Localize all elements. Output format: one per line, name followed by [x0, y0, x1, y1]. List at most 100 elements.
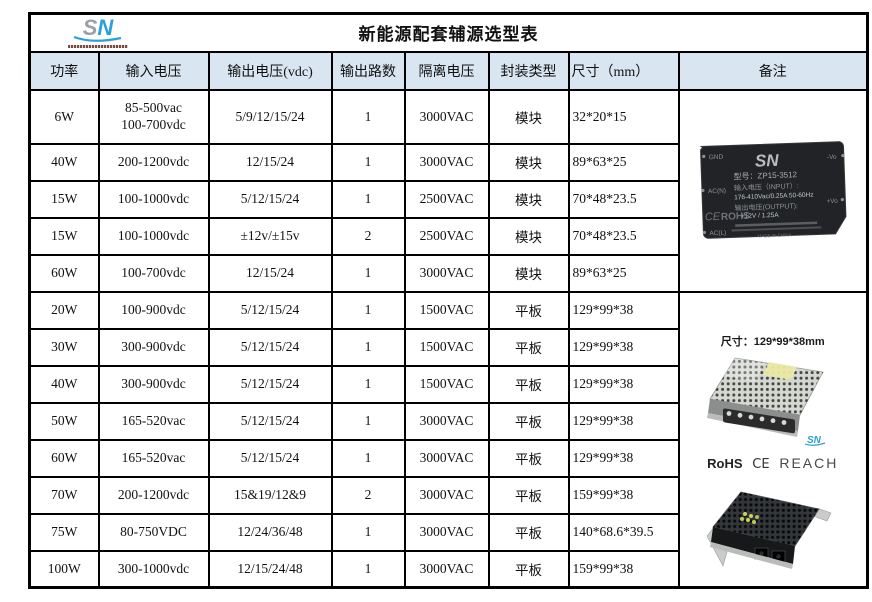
cell-input-voltage: 100-700vdc — [97, 253, 210, 293]
cell-output-voltage: 5/12/15/24 — [207, 438, 333, 478]
cell-input-voltage: 165-520vac — [97, 438, 210, 478]
cell-output-voltage: 12/15/24/48 — [207, 549, 333, 589]
cell-isolation-voltage: 1500VAC — [403, 327, 490, 367]
cell-power: 60W — [28, 253, 100, 293]
table-row: 6W 85-500vac 100-700vdc 5/9/12/15/24 1 3… — [28, 88, 869, 293]
cell-input-voltage: 165-520vac — [97, 401, 210, 441]
cell-power: 70W — [28, 475, 100, 515]
cell-output-voltage: 12/15/24 — [207, 142, 333, 182]
rohs-mark: RoHS — [707, 455, 743, 471]
cell-output-voltage: 5/12/15/24 — [207, 290, 333, 330]
cell-isolation-voltage: 2500VAC — [403, 216, 490, 256]
logo-letter-s: S — [82, 15, 98, 40]
cell-size: 159*99*38 — [567, 549, 680, 589]
cell-size: 129*99*38 — [567, 438, 680, 478]
cell-output-channels: 1 — [330, 179, 406, 219]
cell-size: 70*48*23.5 — [567, 216, 680, 256]
cell-package-type: 平板 — [487, 438, 570, 478]
module-output-label: 输出电压(OUTPUT): — [734, 201, 798, 212]
cell-size: 159*99*38 — [567, 475, 680, 515]
cell-isolation-voltage: 3000VAC — [403, 475, 490, 515]
module-fineprint-line1 — [734, 220, 817, 227]
cell-output-channels: 1 — [330, 88, 406, 145]
cell-output-channels: 1 — [330, 364, 406, 404]
cell-package-type: 平板 — [487, 475, 570, 515]
col-header-output-voltage: 输出电压(vdc) — [207, 50, 333, 91]
pcb-glow — [739, 511, 759, 524]
cell-output-channels: 2 — [330, 475, 406, 515]
cell-isolation-voltage: 3000VAC — [403, 438, 490, 478]
cell-output-channels: 1 — [330, 549, 406, 589]
cell-output-voltage: 5/12/15/24 — [207, 364, 333, 404]
input-voltage-line2: 100-700vdc — [121, 116, 186, 132]
logo-swoosh-icon — [73, 35, 122, 42]
cell-power: 40W — [28, 364, 100, 404]
company-logo: SN — [63, 15, 133, 48]
module-pin-vneg: -Vo — [826, 153, 836, 160]
cell-power: 20W — [28, 290, 100, 330]
logo-text: SN — [82, 15, 114, 41]
table-row: 100W 300-1000vdc 12/15/24/48 1 3000VAC 平… — [28, 549, 868, 589]
certification-marks: RoHS CE REACH — [707, 455, 838, 472]
col-header-output-channels: 输出路数 — [330, 50, 406, 91]
cell-output-voltage: 5/12/15/24 — [207, 401, 333, 441]
module-pin-gnd: GND — [708, 153, 723, 161]
module-product-image: SN 型号：ZP15-3512 输入电压（INPUT）: 176-410Vac/… — [699, 140, 847, 239]
table-row: 60W 165-520vac 5/12/15/24 1 3000VAC 平板 1… — [28, 438, 868, 478]
cell-input-voltage: 100-900vdc — [97, 290, 210, 330]
cell-output-channels: 1 — [330, 290, 406, 330]
title-cell: SN 新能源配套辅源选型表 — [28, 12, 869, 53]
table-row: 75W 80-750VDC 12/24/36/48 1 3000VAC 平板 1… — [28, 512, 868, 552]
cell-power: 50W — [28, 401, 100, 441]
input-voltage-line1: 85-500vac — [125, 99, 182, 115]
cell-package-type: 模块 — [487, 216, 570, 256]
cell-package-type: 平板 — [487, 401, 570, 441]
table-row: 70W 200-1200vdc 15&19/12&9 2 3000VAC 平板 … — [28, 475, 868, 515]
cell-isolation-voltage: 3000VAC — [403, 253, 490, 293]
cell-input-voltage: 200-1200vdc — [97, 475, 210, 515]
table-row: 20W 100-900vdc 5/12/15/24 1 1500VAC 平板 1… — [28, 290, 869, 589]
module-pin-acn: AC(N) — [708, 187, 726, 195]
cell-power: 40W — [28, 142, 100, 182]
cell-package-type: 平板 — [487, 364, 570, 404]
col-header-power: 功率 — [28, 50, 100, 91]
module-output-value: +12V / 1.25A — [741, 211, 780, 219]
cell-package-type: 平板 — [487, 549, 570, 589]
cell-package-type: 模块 — [487, 253, 570, 293]
module-pin-vpos: +Vo — [826, 197, 838, 204]
cell-output-channels: 1 — [330, 253, 406, 293]
black-psu-image — [706, 491, 832, 569]
reach-mark: REACH — [779, 454, 839, 471]
cell-output-voltage: 12/15/24 — [207, 253, 333, 293]
cell-output-channels: 1 — [330, 401, 406, 441]
cell-output-channels: 1 — [330, 512, 406, 552]
panel-dimension-label: 尺寸：129*99*38mm — [720, 335, 825, 348]
module-rohs-mark: ROHS — [720, 210, 750, 222]
cell-size: 140*68.6*39.5 — [567, 512, 680, 552]
selection-sheet: SN 新能源配套辅源选型表 功率 输入电压 输出电压(vdc) 输出路数 隔离电… — [28, 12, 869, 589]
title-row: SN 新能源配套辅源选型表 — [28, 12, 869, 53]
cell-package-type: 模块 — [487, 179, 570, 219]
terminal-screws — [722, 408, 795, 434]
col-header-remark: 备注 — [677, 50, 869, 91]
cell-output-channels: 1 — [330, 142, 406, 182]
cell-input-voltage: 200-1200vdc — [97, 142, 210, 182]
cell-isolation-voltage: 1500VAC — [403, 290, 490, 330]
cell-package-type: 模块 — [487, 88, 570, 145]
table-row: 60W 100-700vdc 12/15/24 1 3000VAC 模块 89*… — [28, 253, 868, 293]
col-header-input-voltage: 输入电压 — [97, 50, 210, 91]
cell-size: 129*99*38 — [567, 327, 680, 367]
module-photo: SN 型号：ZP15-3512 输入电压（INPUT）: 176-410Vac/… — [682, 140, 865, 242]
remark-panel-cell: 尺寸：129*99*38mm — [677, 290, 869, 589]
table-row: 30W 300-900vdc 5/12/15/24 1 1500VAC 平板 1… — [28, 327, 868, 367]
remark-module-cell: SN 型号：ZP15-3512 输入电压（INPUT）: 176-410Vac/… — [677, 88, 869, 293]
cell-size: 129*99*38 — [567, 364, 680, 404]
cell-power: 15W — [28, 216, 100, 256]
cell-input-voltage: 300-1000vdc — [97, 549, 210, 589]
cell-output-voltage: ±12v/±15v — [207, 216, 333, 256]
cell-output-voltage: 5/9/12/15/24 — [207, 88, 333, 145]
cell-package-type: 平板 — [487, 290, 570, 330]
col-header-isolation-voltage: 隔离电压 — [403, 50, 490, 91]
cell-output-voltage: 5/12/15/24 — [207, 179, 333, 219]
cell-isolation-voltage: 1500VAC — [403, 364, 490, 404]
